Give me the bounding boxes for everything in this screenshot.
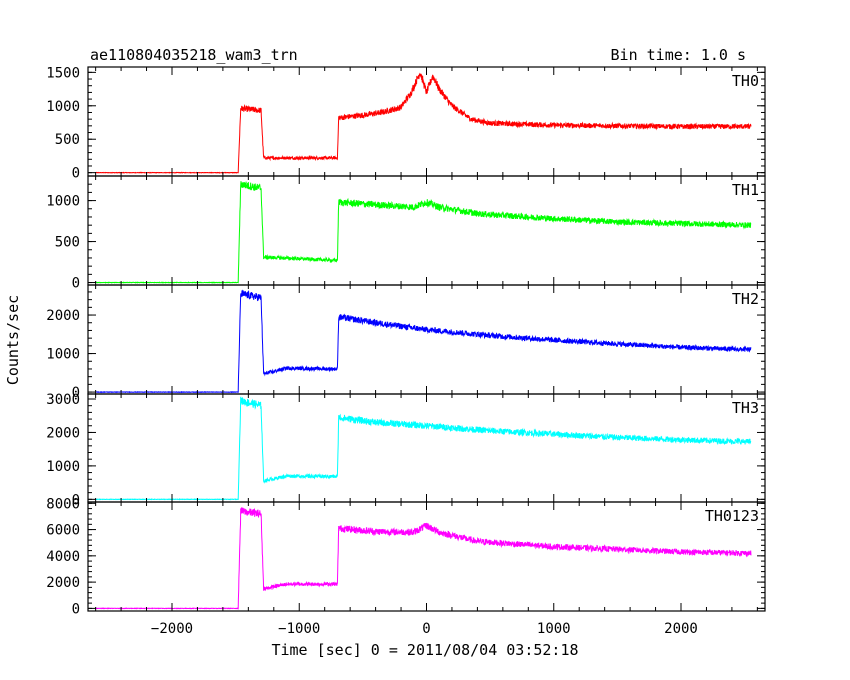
y-tick-label: 1000 xyxy=(46,459,80,475)
panel-label-th0: TH0 xyxy=(732,72,759,90)
panel-th0123: 0 2000 4000 6000 8000 TH0123 xyxy=(46,496,766,617)
panel-label-th1: TH1 xyxy=(732,181,759,199)
series-line-th0123 xyxy=(95,507,752,610)
panel-frame xyxy=(87,284,766,395)
series-line-th1 xyxy=(95,181,752,284)
x-tick-label: −1000 xyxy=(278,621,320,637)
panels-group: 0 500 1000 1500 TH0 0 500 1000 TH1 0 1000 2000 TH2 0 1… xyxy=(46,65,766,617)
y-tick-label: 500 xyxy=(55,132,80,148)
y-tick-label: 6000 xyxy=(46,523,80,539)
y-tick-label: 1500 xyxy=(46,65,80,81)
y-tick-label: 0 xyxy=(72,492,80,508)
panel-frame xyxy=(87,66,766,177)
x-axis-ticks: −2000 −1000 0 1000 2000 xyxy=(151,621,698,637)
panel-label-th0123: TH0123 xyxy=(705,507,759,525)
y-tick-label: 1000 xyxy=(46,194,80,210)
y-tick-label: 0 xyxy=(72,385,80,401)
y-tick-label: 1000 xyxy=(46,99,80,115)
panel-frame xyxy=(87,501,766,612)
y-tick-label: 2000 xyxy=(46,308,80,324)
x-tick-label: −2000 xyxy=(151,621,193,637)
panel-th1: 0 500 1000 TH1 xyxy=(46,175,766,292)
panel-frame xyxy=(87,393,766,503)
x-tick-label: 1000 xyxy=(537,621,571,637)
y-tick-label: 8000 xyxy=(46,496,80,512)
series-line-th3 xyxy=(95,396,752,501)
x-tick-label: 2000 xyxy=(664,621,698,637)
y-tick-label: 4000 xyxy=(46,549,80,565)
series-line-th2 xyxy=(95,289,752,394)
x-axis-label: Time [sec] 0 = 2011/08/04 03:52:18 xyxy=(271,641,578,659)
y-tick-label: 2000 xyxy=(46,425,80,441)
panel-label-th3: TH3 xyxy=(732,399,759,417)
chart-title: ae110804035218_wam3_trn xyxy=(90,46,298,64)
bin-time-label: Bin time: 1.0 s xyxy=(611,46,746,64)
x-tick-label: 0 xyxy=(422,621,430,637)
panel-th0: 0 500 1000 1500 TH0 xyxy=(46,65,766,182)
y-tick-label: 1000 xyxy=(46,347,80,363)
y-tick-label: 3000 xyxy=(46,392,80,408)
y-tick-label: 500 xyxy=(55,235,80,251)
y-tick-label: 0 xyxy=(72,166,80,182)
y-axis-label: Counts/sec xyxy=(4,295,22,385)
y-tick-label: 2000 xyxy=(46,575,80,591)
panel-th2: 0 1000 2000 TH2 xyxy=(46,284,766,401)
panel-frame xyxy=(87,175,766,286)
panel-label-th2: TH2 xyxy=(732,290,759,308)
panel-th3: 0 1000 2000 3000 TH3 xyxy=(46,392,766,508)
y-tick-label: 0 xyxy=(72,276,80,292)
series-line-th0 xyxy=(95,72,752,174)
y-tick-label: 0 xyxy=(72,601,80,617)
